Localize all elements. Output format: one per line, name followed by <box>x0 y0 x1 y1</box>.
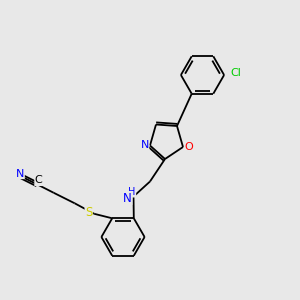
Text: O: O <box>184 142 194 152</box>
Text: Cl: Cl <box>230 68 241 78</box>
Text: N: N <box>123 191 132 205</box>
Text: N: N <box>140 140 149 151</box>
Text: C: C <box>35 176 43 185</box>
Text: N: N <box>16 169 24 178</box>
Text: S: S <box>85 206 92 219</box>
Text: H: H <box>128 187 136 197</box>
